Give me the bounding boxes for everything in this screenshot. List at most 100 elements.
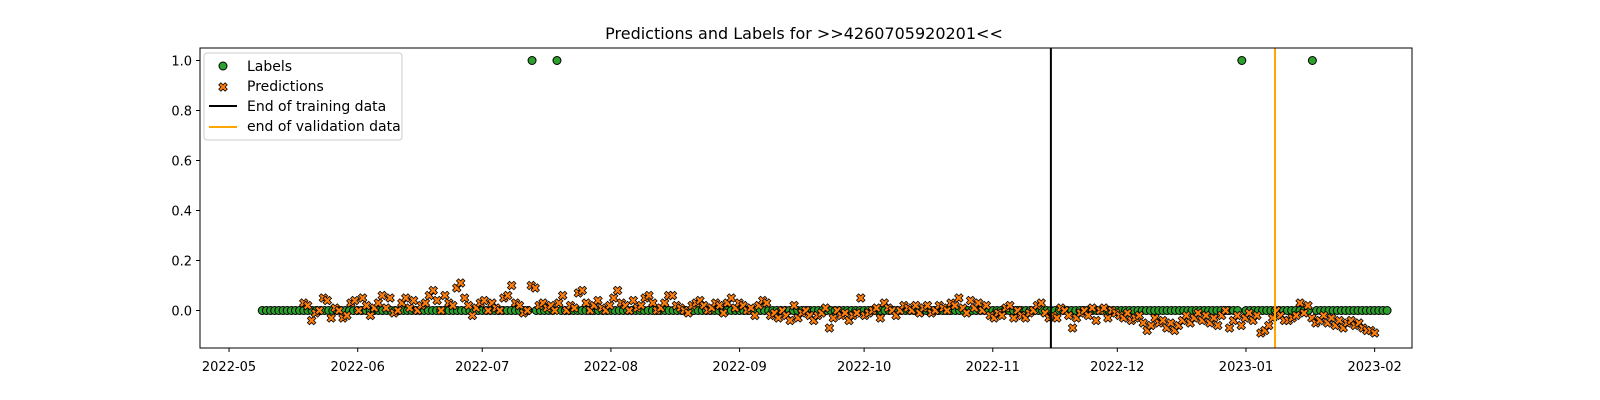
prediction-point xyxy=(385,293,395,303)
label-point xyxy=(552,56,562,65)
prediction-point xyxy=(593,295,603,306)
prediction-point xyxy=(824,323,835,333)
prediction-point xyxy=(1165,318,1176,328)
prediction-point xyxy=(683,308,693,318)
prediction-point xyxy=(1252,310,1262,321)
prediction-point xyxy=(1146,320,1156,331)
prediction-point xyxy=(1036,298,1047,308)
prediction-point xyxy=(624,305,635,316)
prediction-point xyxy=(1091,315,1101,326)
y-tick-label: 0.4 xyxy=(171,205,192,220)
prediction-point xyxy=(746,303,756,313)
x-tick-label: 2022-05 xyxy=(202,360,256,375)
prediction-point xyxy=(381,303,391,313)
x-tick-label: 2022-06 xyxy=(331,360,385,375)
prediction-point xyxy=(353,305,364,316)
prediction-point xyxy=(1244,308,1254,318)
prediction-point xyxy=(479,295,490,306)
prediction-point xyxy=(495,305,505,316)
x-tick-label: 2022-10 xyxy=(837,360,891,375)
prediction-point xyxy=(1052,313,1062,323)
prediction-point xyxy=(357,293,368,303)
label-point xyxy=(1307,56,1317,65)
y-tick-label: 0.6 xyxy=(171,155,192,170)
prediction-point xyxy=(314,305,325,316)
x-tick-label: 2022-08 xyxy=(584,360,638,375)
reference-lines xyxy=(1049,48,1277,348)
prediction-point xyxy=(581,298,592,308)
y-tick-label: 0.0 xyxy=(171,305,192,320)
prediction-point xyxy=(404,303,415,313)
prediction-point xyxy=(1158,315,1168,326)
predictions-series xyxy=(298,278,1380,338)
y-tick-label: 0.2 xyxy=(171,255,192,270)
prediction-point xyxy=(428,285,439,296)
prediction-point xyxy=(522,305,533,316)
x-tick-label: 2022-12 xyxy=(1090,360,1144,375)
prediction-point xyxy=(326,313,337,323)
prediction-point xyxy=(648,298,658,308)
prediction-point xyxy=(820,303,831,313)
prediction-point xyxy=(1005,300,1015,311)
prediction-point xyxy=(1299,308,1309,318)
prediction-point xyxy=(1220,305,1231,316)
x-tick-label: 2022-11 xyxy=(966,360,1020,375)
legend-labels-text: Labels xyxy=(247,59,292,75)
prediction-point xyxy=(871,303,882,313)
prediction-point xyxy=(553,298,564,308)
prediction-point xyxy=(973,298,984,308)
prediction-point xyxy=(1232,310,1243,321)
legend-box xyxy=(203,52,403,141)
prediction-point xyxy=(1209,313,1219,323)
prediction-point xyxy=(1201,310,1211,321)
legend-training-text: End of training data xyxy=(247,99,386,115)
prediction-point xyxy=(1326,313,1337,323)
prediction-point xyxy=(852,308,862,318)
prediction-point xyxy=(628,295,639,306)
prediction-point xyxy=(432,295,442,306)
prediction-point xyxy=(361,300,372,311)
prediction-point xyxy=(604,300,615,311)
prediction-point xyxy=(349,295,360,306)
prediction-point xyxy=(1318,310,1329,321)
prediction-point xyxy=(1087,303,1098,313)
prediction-point xyxy=(961,308,972,318)
prediction-point xyxy=(644,290,654,301)
prediction-point xyxy=(393,305,403,316)
prediction-point xyxy=(322,295,333,306)
prediction-point xyxy=(840,308,850,318)
x-tick-label: 2023-01 xyxy=(1219,360,1273,375)
prediction-point xyxy=(965,295,976,306)
prediction-point xyxy=(1369,328,1380,338)
y-axis: 0.0 0.2 0.4 0.6 0.8 1.0 xyxy=(171,55,200,320)
prediction-point xyxy=(557,290,568,301)
prediction-point xyxy=(334,305,344,316)
prediction-point xyxy=(373,298,384,308)
prediction-point xyxy=(828,313,839,323)
x-tick-label: 2022-09 xyxy=(712,360,766,375)
plot-frame xyxy=(199,47,1413,349)
prediction-point xyxy=(855,293,866,303)
prediction-point xyxy=(950,300,960,311)
prediction-point xyxy=(1138,318,1149,328)
prediction-point xyxy=(718,308,729,318)
prediction-point xyxy=(875,313,886,323)
prediction-point xyxy=(436,305,446,316)
prediction-point xyxy=(726,293,737,303)
prediction-point xyxy=(400,293,411,303)
prediction-point xyxy=(1236,320,1247,331)
prediction-point xyxy=(467,310,478,321)
prediction-point xyxy=(942,305,952,316)
prediction-point xyxy=(636,300,646,311)
label-point xyxy=(1382,306,1392,315)
y-tick-label: 0.8 xyxy=(171,105,192,120)
prediction-point xyxy=(420,298,431,308)
prediction-point xyxy=(761,298,772,308)
prediction-point xyxy=(1099,303,1109,313)
prediction-point xyxy=(550,305,560,316)
chart-title: Predictions and Labels for >>42607059202… xyxy=(605,24,1003,43)
prediction-point xyxy=(1008,313,1019,323)
prediction-point xyxy=(1212,320,1223,331)
prediction-point xyxy=(1134,310,1145,321)
